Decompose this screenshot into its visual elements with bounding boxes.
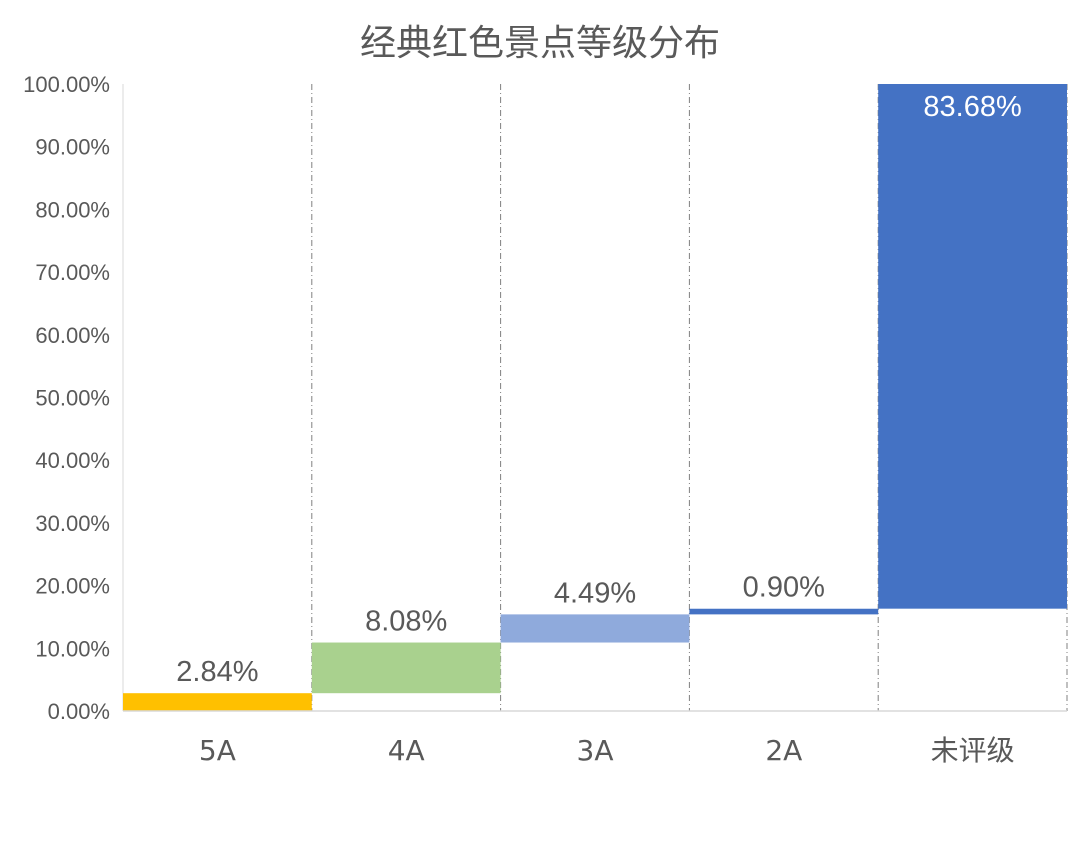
- bar: [123, 693, 312, 711]
- bar: [500, 614, 690, 643]
- y-tick-label: 60.00%: [35, 323, 110, 348]
- data-label: 83.68%: [923, 91, 1021, 123]
- x-category-label: 4A: [388, 734, 425, 767]
- y-tick-label: 20.00%: [35, 574, 110, 599]
- x-category-label: 2A: [765, 734, 802, 767]
- data-label: 4.49%: [554, 577, 636, 609]
- data-label: 0.90%: [743, 572, 825, 604]
- y-tick-label: 50.00%: [35, 386, 110, 411]
- y-tick-label: 0.00%: [48, 699, 110, 724]
- y-tick-label: 80.00%: [35, 197, 110, 222]
- y-tick-label: 90.00%: [35, 135, 110, 160]
- y-tick-label: 10.00%: [35, 636, 110, 661]
- bar: [311, 642, 501, 694]
- y-tick-label: 40.00%: [35, 448, 110, 473]
- y-tick-label: 100.00%: [23, 72, 110, 97]
- y-tick-label: 70.00%: [35, 260, 110, 285]
- bar: [689, 608, 879, 615]
- bar: [878, 84, 1067, 609]
- chart-title: 经典红色景点等级分布: [359, 23, 720, 64]
- y-tick-label: 30.00%: [35, 511, 110, 536]
- data-label: 2.84%: [176, 656, 258, 688]
- data-label: 8.08%: [365, 606, 447, 638]
- x-category-label: 5A: [199, 734, 236, 767]
- x-category-label: 3A: [577, 734, 614, 767]
- x-category-label: 未评级: [931, 734, 1015, 767]
